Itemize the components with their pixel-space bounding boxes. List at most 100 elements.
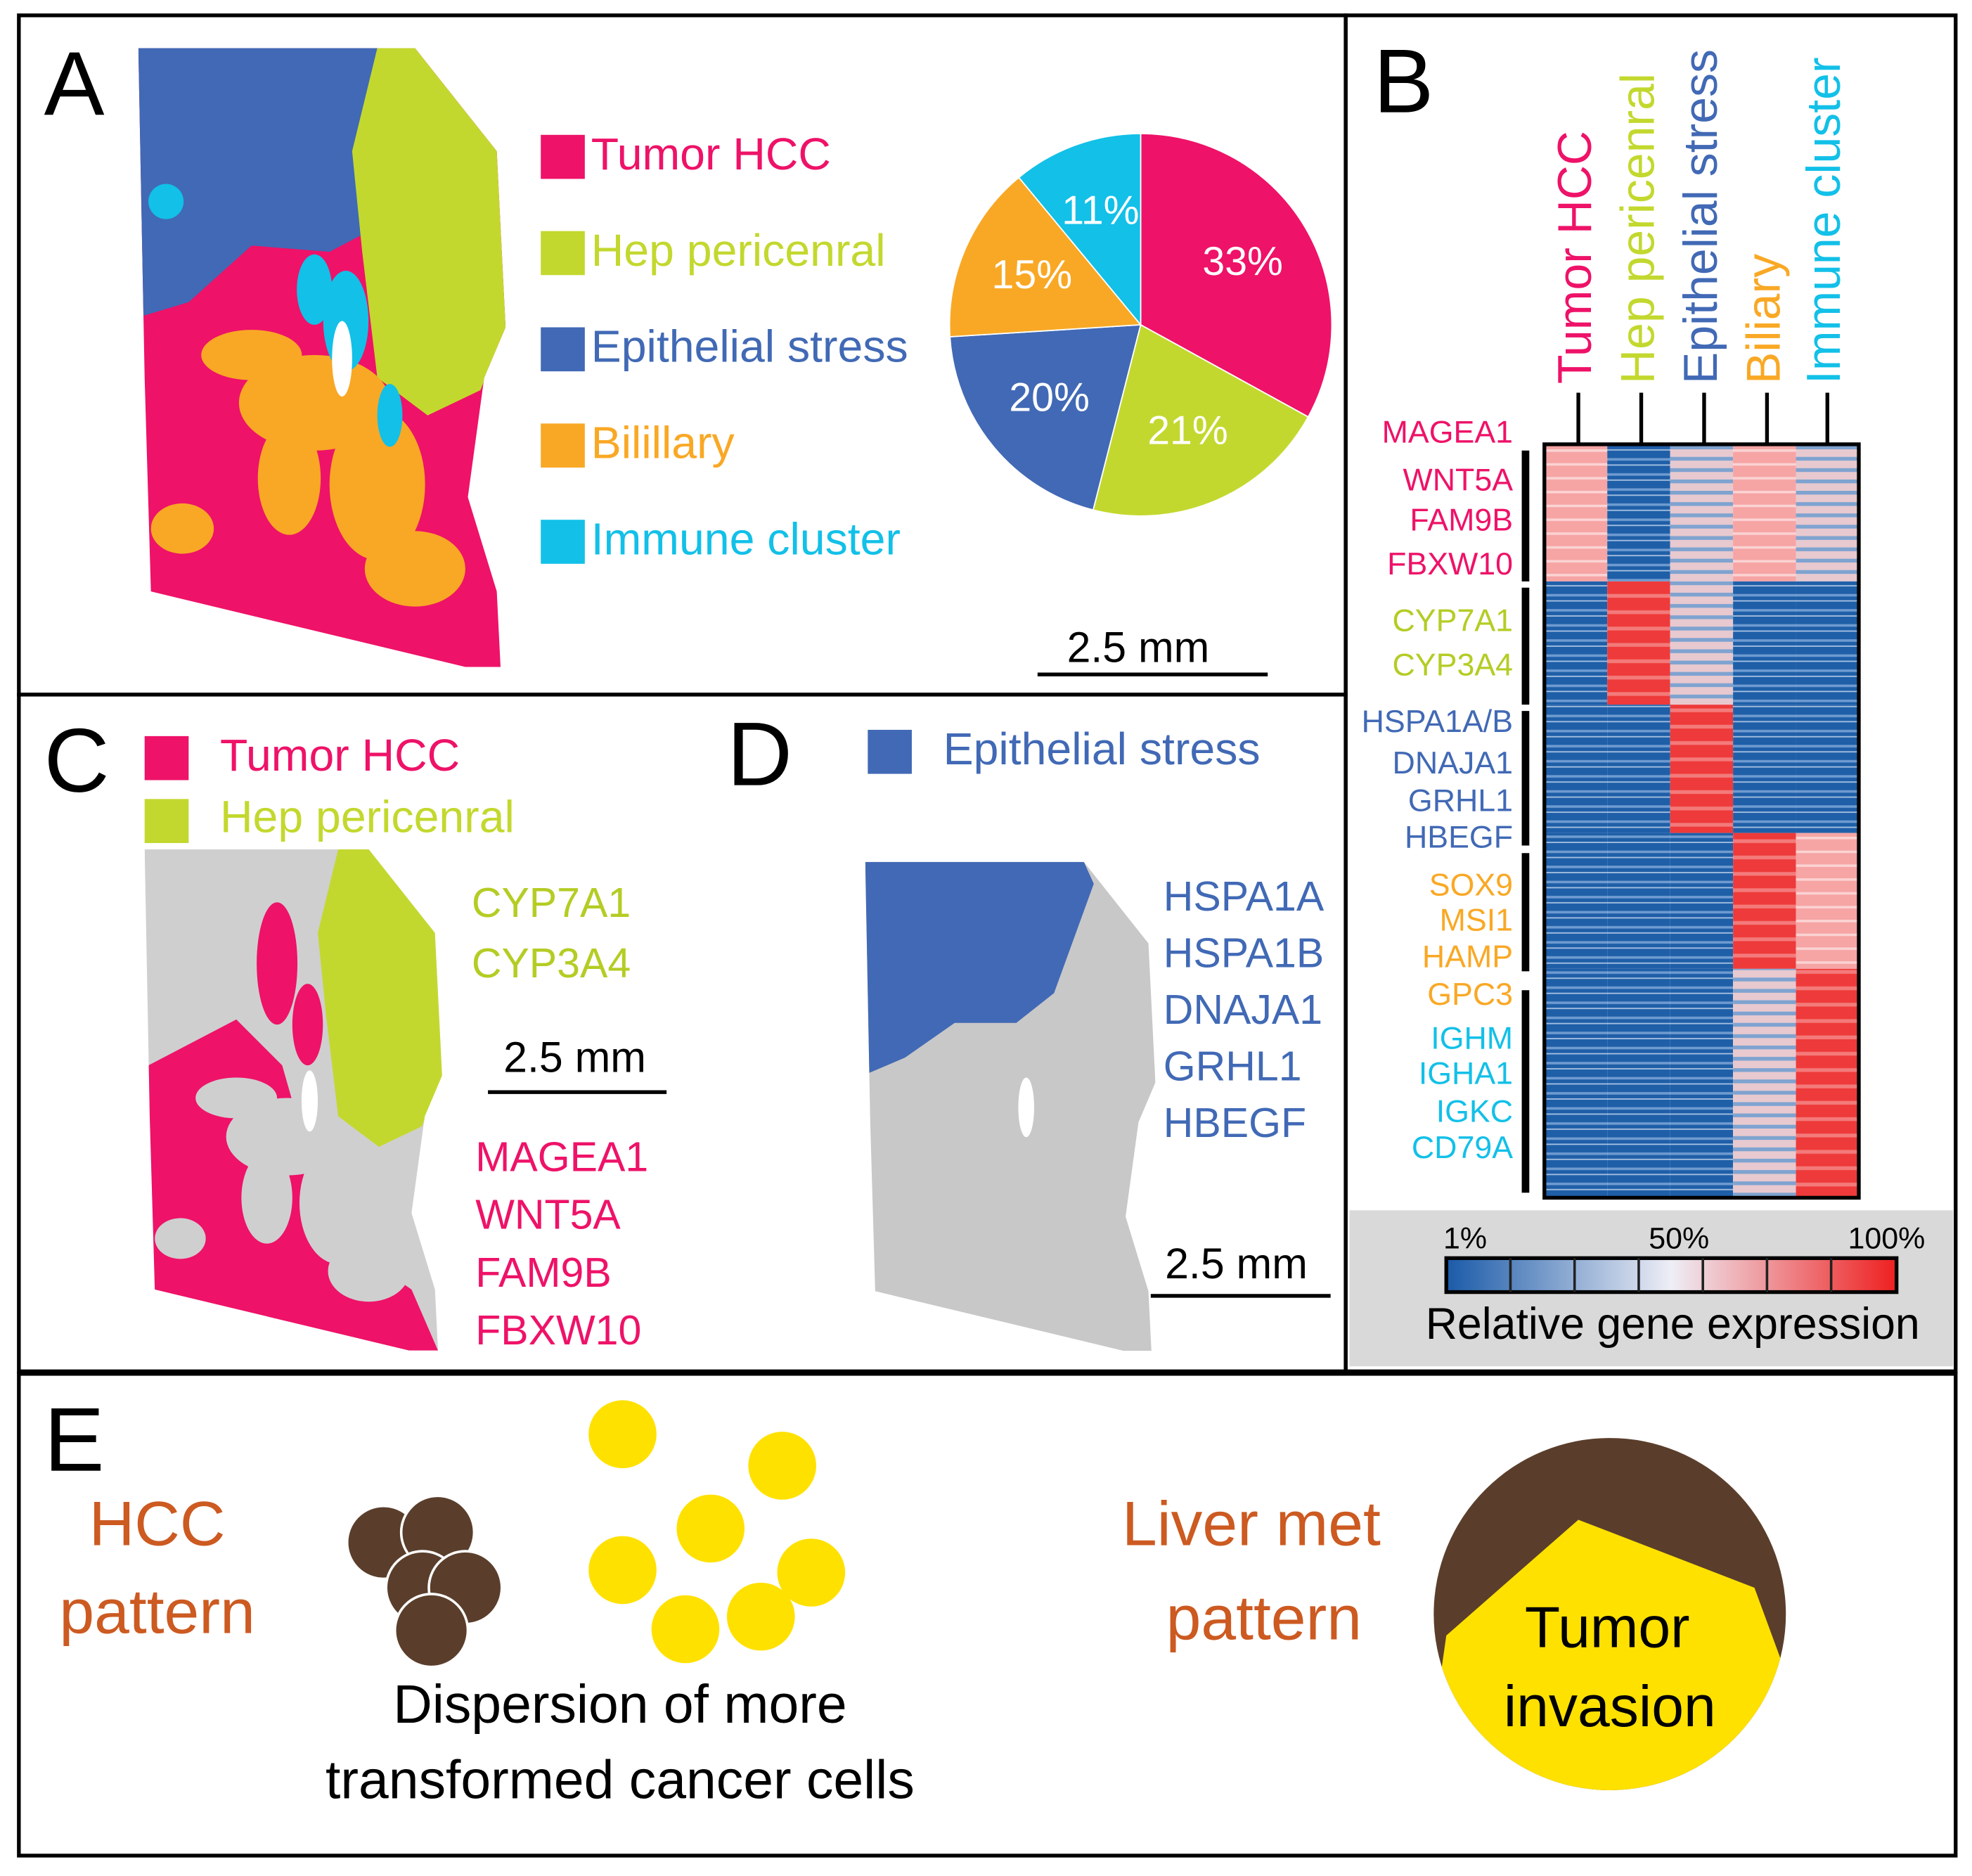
legend-swatch	[541, 134, 585, 179]
region	[364, 531, 465, 607]
pie-slice	[948, 176, 1142, 338]
gene-label: GRHL1	[1164, 1043, 1302, 1090]
region	[292, 984, 323, 1066]
frame-cd	[17, 693, 1348, 1373]
heatmap-block	[1544, 833, 1608, 969]
dispersed-cell	[726, 1582, 795, 1651]
colorbar-tick: 50%	[1649, 1222, 1709, 1256]
gene-label: HAMP	[1422, 939, 1513, 974]
legend-swatch	[541, 423, 585, 468]
region	[201, 330, 302, 380]
slice-label: 33%	[1202, 239, 1283, 284]
heatmap-block	[1796, 444, 1859, 582]
tissue-map	[138, 48, 506, 667]
heatmap-block	[1544, 581, 1608, 705]
region	[195, 1077, 278, 1119]
legend-label: Epithelial stress	[591, 321, 908, 372]
gene-label: WNT5A	[475, 1192, 621, 1238]
scale-bar-label: 2.5 mm	[1165, 1240, 1308, 1287]
column-label: Biliary	[1736, 254, 1790, 384]
dispersed-cell	[748, 1432, 816, 1500]
gene-label: CYP3A4	[1393, 648, 1514, 682]
gene-label: MSI1	[1440, 903, 1513, 937]
region	[138, 48, 378, 318]
region	[329, 409, 425, 560]
pattern-title: Liver met	[1122, 1489, 1381, 1559]
gene-label: DNAJA1	[1164, 987, 1322, 1033]
caption: Dispersion of more	[393, 1674, 846, 1735]
heatmap-block	[1796, 705, 1859, 833]
colorbar-dividers	[1509, 1258, 1833, 1292]
heatmap-block	[1670, 581, 1734, 705]
scale-bar-label: 2.5 mm	[503, 1033, 646, 1081]
panel-label: A	[44, 33, 105, 134]
heatmap-block	[1796, 833, 1859, 969]
pie-slice	[1017, 133, 1142, 327]
region	[150, 503, 214, 554]
colorbar-tick: 100%	[1848, 1222, 1925, 1256]
gene-label: GRHL1	[1408, 784, 1513, 818]
dispersed-cell	[651, 1595, 720, 1664]
region	[328, 1240, 410, 1302]
gene-label: GPC3	[1427, 977, 1513, 1012]
tissue-clip	[865, 861, 1156, 1351]
vessel	[1018, 1077, 1035, 1138]
invasion-region	[1433, 1520, 1786, 1790]
region	[297, 254, 333, 325]
gene-label: HBEGF	[1405, 820, 1513, 854]
gene-label: MAGEA1	[1382, 415, 1513, 449]
gene-label: FBXW10	[1387, 547, 1513, 582]
gene-label: HSPA1A/B	[1362, 705, 1513, 739]
vessel	[301, 1070, 318, 1132]
panel-frames	[17, 13, 1958, 1858]
region	[865, 861, 1094, 1075]
pie-slice	[949, 323, 1142, 511]
panel-label: C	[44, 710, 110, 811]
dispersed-cell	[588, 1400, 657, 1469]
pattern-title: pattern	[59, 1576, 254, 1647]
heatmap-block	[1544, 444, 1608, 582]
heatmap-block	[1607, 833, 1670, 969]
column-label: Immune cluster	[1797, 57, 1850, 384]
heatmap-block	[1670, 968, 1734, 1198]
gene-label: WNT5A	[1403, 463, 1514, 497]
column-label: Epithelial stress	[1674, 49, 1727, 384]
heatmap-block	[1733, 444, 1796, 582]
gene-label: CYP7A1	[472, 880, 631, 926]
legend-label: Tumor HCC	[220, 730, 460, 780]
gene-label: IGHA1	[1419, 1057, 1513, 1091]
panel-label: E	[44, 1389, 105, 1491]
region	[155, 1218, 206, 1259]
caption: transformed cancer cells	[326, 1749, 915, 1810]
cells	[345, 1400, 846, 1669]
heatmap-block	[1544, 968, 1608, 1198]
heatmap-block	[1544, 705, 1608, 833]
legend-swatch	[144, 735, 189, 780]
region	[377, 383, 403, 447]
region	[241, 1152, 292, 1244]
pattern-title: HCC	[89, 1489, 226, 1559]
dispersed-cell	[777, 1538, 846, 1607]
gene-label: HSPA1B	[1164, 930, 1325, 977]
vessel	[332, 321, 352, 397]
colorbar-title: Relative gene expression	[1426, 1299, 1920, 1349]
gene-label: DNAJA1	[1393, 746, 1513, 780]
gene-label: CYP3A4	[472, 940, 631, 987]
heatmap-block	[1670, 833, 1734, 969]
region	[318, 849, 442, 1147]
gene-label: IGHM	[1431, 1022, 1513, 1056]
region	[257, 902, 298, 1025]
slice-label: 21%	[1147, 409, 1228, 454]
heatmap-block	[1733, 705, 1796, 833]
heatmap-block	[1607, 968, 1670, 1198]
caption: invasion	[1504, 1675, 1716, 1739]
heatmap-block	[1607, 581, 1670, 705]
heatmap-block	[1670, 705, 1734, 833]
pie-slice	[1140, 133, 1333, 418]
gene-list: CYP7A1 CYP3A4 MAGEA1 WNT5A FAM9B FBXW10	[472, 880, 648, 1354]
tissue-map	[144, 849, 442, 1351]
frame-e	[17, 1372, 1958, 1858]
gene-list: HSPA1A HSPA1B DNAJA1 GRHL1 HBEGF	[1164, 873, 1325, 1146]
gene-label: HSPA1A	[1164, 873, 1325, 920]
